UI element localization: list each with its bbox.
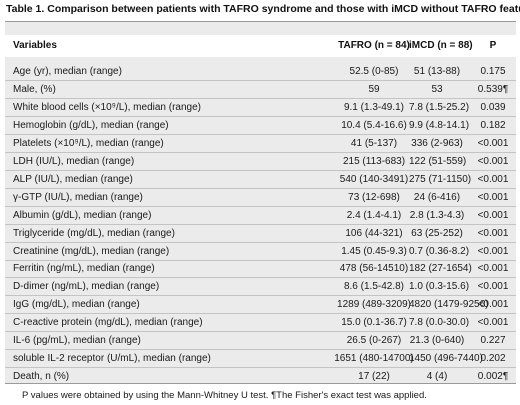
row-imcd-value: 275 (71-1150) — [409, 173, 472, 185]
row-divider — [5, 367, 516, 369]
header-variables: Variables — [13, 40, 57, 51]
row-p-value: 0.182 — [480, 119, 506, 131]
row-imcd-value: 7.8 (1.5-25.2) — [409, 101, 470, 113]
row-tafro-value: 215 (113-683) — [342, 155, 406, 167]
header-tafro: TAFRO (n = 84) — [338, 40, 410, 51]
row-p-value: 0.039 — [480, 101, 506, 113]
row-variable: D-dimer (ng/mL), median (range) — [13, 281, 160, 293]
row-imcd-value: 0.7 (0.36-8.2) — [409, 245, 470, 257]
row-variable: Death, n (%) — [13, 371, 70, 383]
row-variable: IgG (mg/dL), median (range) — [13, 299, 140, 311]
row-imcd-value: 4820 (1479-9256) — [409, 299, 489, 311]
row-imcd-value: 53 — [431, 83, 443, 95]
row-variable: ALP (IU/L), median (range) — [13, 173, 133, 185]
row-variable: White blood cells (×10⁹/L), median (rang… — [13, 101, 201, 113]
row-p-value: <0.001 — [477, 191, 509, 203]
row-tafro-value: 52.5 (0-85) — [349, 66, 399, 77]
row-variable: soluble IL-2 receptor (U/mL), median (ra… — [13, 353, 211, 365]
row-variable: Creatinine (mg/dL), median (range) — [13, 245, 170, 257]
table-header-row: Variables TAFRO (n = 84) iMCD (n = 88) P — [5, 35, 516, 57]
table-footnote: P values were obtained by using the Mann… — [22, 390, 427, 401]
row-p-value: <0.001 — [477, 245, 509, 257]
row-divider — [5, 241, 516, 243]
header-imcd: iMCD (n = 88) — [409, 40, 473, 51]
row-divider — [5, 331, 516, 333]
row-variable: Triglyceride (mg/dL), median (range) — [13, 227, 175, 239]
row-imcd-value: 24 (6-416) — [413, 191, 461, 203]
row-variable: Ferritin (ng/mL), median (range) — [13, 263, 155, 275]
row-imcd-value: 1450 (496-7440) — [409, 353, 483, 365]
row-p-value: <0.001 — [477, 299, 509, 311]
row-divider — [5, 187, 516, 189]
row-p-value: <0.001 — [477, 173, 509, 185]
row-divider — [5, 295, 516, 297]
row-imcd-value: 7.8 (0.0-30.0) — [409, 317, 470, 329]
row-variable: γ-GTP (IU/L), median (range) — [13, 191, 143, 203]
row-divider — [5, 115, 516, 117]
row-tafro-value: 15.0 (0.1-36.7) — [341, 317, 407, 329]
row-tafro-value: 1.45 (0.45-9.3) — [341, 245, 407, 257]
row-p-value: <0.001 — [477, 317, 509, 329]
row-p-value: <0.001 — [477, 281, 509, 293]
row-divider — [5, 349, 516, 351]
row-imcd-value: 63 (25-252) — [411, 227, 463, 239]
row-divider — [5, 80, 516, 81]
row-p-value: <0.001 — [477, 155, 509, 167]
row-imcd-value: 336 (2-963) — [411, 137, 463, 149]
row-tafro-value: 17 (22) — [358, 371, 390, 383]
header-p: P — [489, 40, 497, 51]
row-p-value: 0.175 — [480, 66, 506, 77]
row-divider — [5, 259, 516, 261]
row-imcd-value: 51 (13-88) — [413, 66, 461, 77]
row-imcd-value: 21.3 (0-640) — [409, 335, 465, 347]
row-divider — [5, 313, 516, 315]
row-tafro-value: 26.5 (0-267) — [346, 335, 402, 347]
row-p-value: <0.001 — [477, 137, 509, 149]
row-variable: Hemoglobin (g/dL), median (range) — [13, 119, 169, 131]
row-tafro-value: 10.4 (5.4-16.6) — [341, 119, 407, 131]
row-imcd-value: 9.9 (4.8-14.1) — [409, 119, 470, 131]
row-tafro-value: 9.1 (1.3-49.1) — [343, 101, 405, 113]
row-tafro-value: 8.6 (1.5-42.8) — [343, 281, 405, 293]
row-imcd-value: 4 (4) — [426, 371, 448, 383]
row-variable: C-reactive protein (mg/dL), median (rang… — [13, 317, 203, 329]
row-tafro-value: 1651 (480-14700) — [334, 353, 414, 365]
comparison-table: Variables TAFRO (n = 84) iMCD (n = 88) P… — [5, 21, 516, 384]
row-p-value: <0.001 — [477, 227, 509, 239]
row-p-value: 0.202 — [480, 353, 506, 365]
row-tafro-value: 1289 (489-3209) — [337, 299, 411, 311]
row-divider — [5, 277, 516, 279]
row-p-value: <0.001 — [477, 263, 509, 275]
row-tafro-value: 59 — [368, 83, 380, 95]
row-tafro-value: 2.4 (1.4-4.1) — [346, 209, 402, 221]
row-divider — [5, 97, 516, 99]
row-variable: Platelets (×10⁹/L), median (range) — [13, 137, 164, 149]
row-p-value: 0.227 — [480, 335, 506, 347]
row-tafro-value: 41 (5-137) — [350, 137, 398, 149]
row-divider — [5, 223, 516, 225]
row-tafro-value: 478 (56-14510) — [339, 263, 409, 275]
row-variable: IL-6 (pg/mL), median (range) — [13, 335, 141, 347]
row-p-value: 0.002¶ — [477, 371, 509, 383]
row-imcd-value: 2.8 (1.3-4.3) — [409, 209, 465, 221]
row-p-value: <0.001 — [477, 209, 509, 221]
row-imcd-value: 182 (27-1654) — [409, 263, 472, 275]
row-divider — [5, 151, 516, 153]
row-divider — [5, 205, 516, 207]
row-divider — [5, 169, 516, 171]
row-variable: Male, (%) — [13, 83, 56, 95]
row-tafro-value: 73 (12-698) — [348, 191, 400, 203]
row-tafro-value: 106 (44-321) — [345, 227, 403, 239]
row-imcd-value: 1.0 (0.3-15.6) — [409, 281, 470, 293]
row-variable: Albumin (g/dL), median (range) — [13, 209, 152, 221]
row-imcd-value: 122 (51-559) — [409, 155, 467, 167]
row-variable: Age (yr), median (range) — [13, 66, 122, 77]
row-variable: LDH (IU/L), median (range) — [13, 155, 135, 167]
row-tafro-value: 540 (140-3491) — [339, 173, 409, 185]
row-p-value: 0.539¶ — [477, 83, 509, 95]
table-title: Table 1. Comparison between patients wit… — [6, 3, 520, 15]
row-divider — [5, 133, 516, 135]
